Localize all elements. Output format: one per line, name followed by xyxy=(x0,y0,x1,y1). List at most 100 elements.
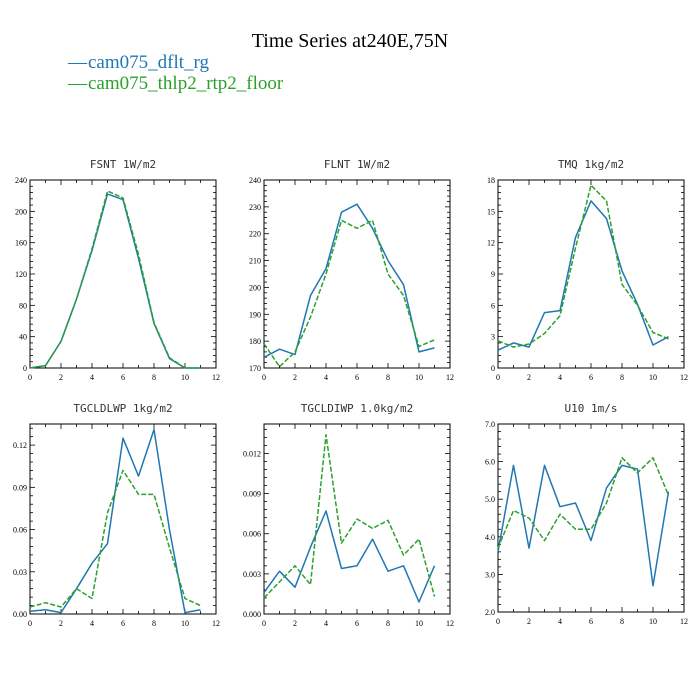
y-tick-label: 230 xyxy=(249,203,261,212)
legend-label-2: cam075_thlp2_rtp2_floor xyxy=(88,73,284,94)
x-tick-label: 0 xyxy=(262,619,266,628)
y-tick-label: 0.03 xyxy=(13,568,27,577)
x-tick-label: 4 xyxy=(558,617,562,626)
y-tick-label: 9 xyxy=(491,270,495,279)
y-tick-label: 15 xyxy=(487,207,495,216)
y-tick-label: 3 xyxy=(491,333,495,342)
series-line-2 xyxy=(29,469,201,608)
x-tick-label: 4 xyxy=(324,619,328,628)
panel-title: TGCLDLWP 1kg/m2 xyxy=(73,402,172,415)
x-tick-label: 12 xyxy=(446,373,454,382)
panel-title: FSNT 1W/m2 xyxy=(90,158,156,171)
figure-title: Time Series at240E,75N xyxy=(251,30,449,52)
series-line-1 xyxy=(263,510,436,603)
x-tick-label: 0 xyxy=(28,619,32,628)
panel-title: U10 1m/s xyxy=(565,402,618,415)
y-tick-label: 240 xyxy=(15,176,27,185)
series-line-1 xyxy=(29,428,201,614)
plot-frame xyxy=(497,179,685,369)
x-tick-label: 12 xyxy=(212,373,220,382)
series-line-2 xyxy=(497,457,670,549)
x-tick-label: 6 xyxy=(589,373,593,382)
x-tick-label: 10 xyxy=(415,373,423,382)
x-tick-label: 8 xyxy=(620,617,624,626)
x-tick-label: 2 xyxy=(59,619,63,628)
y-tick-label: 5.0 xyxy=(485,495,495,504)
x-tick-label: 12 xyxy=(680,617,688,626)
y-tick-label: 6.0 xyxy=(485,458,495,467)
panel-title: FLNT 1W/m2 xyxy=(324,158,390,171)
x-tick-label: 10 xyxy=(181,373,189,382)
y-tick-label: 0.12 xyxy=(13,441,27,450)
y-tick-label: 40 xyxy=(19,333,27,342)
y-tick-label: 7.0 xyxy=(485,420,495,429)
series-line-1 xyxy=(29,193,201,369)
x-tick-label: 8 xyxy=(152,373,156,382)
x-tick-label: 8 xyxy=(386,373,390,382)
y-tick-label: 18 xyxy=(487,176,495,185)
x-tick-label: 6 xyxy=(355,619,359,628)
x-tick-label: 8 xyxy=(620,373,624,382)
y-tick-label: 240 xyxy=(249,176,261,185)
y-tick-label: 0.00 xyxy=(13,610,27,619)
series-line-2 xyxy=(263,433,436,599)
legend: —cam075_dflt_rg —cam075_thlp2_rtp2_floor xyxy=(68,52,283,94)
x-tick-label: 4 xyxy=(90,373,94,382)
x-tick-label: 12 xyxy=(680,373,688,382)
plot-frame xyxy=(29,423,217,615)
x-tick-label: 6 xyxy=(355,373,359,382)
x-tick-label: 2 xyxy=(527,373,531,382)
y-tick-label: 220 xyxy=(249,230,261,239)
y-tick-label: 170 xyxy=(249,364,261,373)
y-tick-label: 0 xyxy=(491,364,495,373)
series-line-1 xyxy=(263,203,435,358)
series-line-2 xyxy=(29,190,201,369)
x-tick-label: 0 xyxy=(262,373,266,382)
y-tick-label: 190 xyxy=(249,310,261,319)
series-line-1 xyxy=(497,200,669,351)
x-tick-label: 10 xyxy=(649,617,657,626)
x-tick-label: 10 xyxy=(415,619,423,628)
y-tick-label: 120 xyxy=(15,270,27,279)
x-tick-label: 0 xyxy=(496,373,500,382)
x-tick-label: 8 xyxy=(386,619,390,628)
x-tick-label: 4 xyxy=(324,373,328,382)
x-tick-label: 6 xyxy=(121,373,125,382)
x-tick-label: 0 xyxy=(496,617,500,626)
y-tick-label: 4.0 xyxy=(485,533,495,542)
x-tick-label: 4 xyxy=(558,373,562,382)
x-tick-label: 6 xyxy=(589,617,593,626)
y-tick-label: 0 xyxy=(23,364,27,373)
panel-title: TGCLDIWP 1.0kg/m2 xyxy=(301,402,414,415)
series-line-2 xyxy=(263,219,435,368)
y-tick-label: 3.0 xyxy=(485,570,495,579)
y-tick-label: 0.003 xyxy=(243,570,261,579)
y-tick-label: 80 xyxy=(19,301,27,310)
x-tick-label: 2 xyxy=(293,619,297,628)
x-tick-label: 2 xyxy=(527,617,531,626)
series-line-1 xyxy=(497,464,670,587)
y-tick-label: 6 xyxy=(491,301,495,310)
x-tick-label: 10 xyxy=(181,619,189,628)
y-tick-label: 160 xyxy=(15,239,27,248)
y-tick-label: 0.006 xyxy=(243,530,261,539)
x-tick-label: 2 xyxy=(59,373,63,382)
x-tick-label: 0 xyxy=(28,373,32,382)
y-tick-label: 0.000 xyxy=(243,610,261,619)
y-tick-label: 200 xyxy=(249,283,261,292)
y-tick-label: 0.06 xyxy=(13,526,27,535)
legend-entry-2: —cam075_thlp2_rtp2_floor xyxy=(68,73,283,94)
series-line-2 xyxy=(497,184,669,348)
y-tick-label: 200 xyxy=(15,207,27,216)
y-tick-label: 180 xyxy=(249,337,261,346)
plot-frame xyxy=(497,423,685,613)
x-tick-label: 10 xyxy=(649,373,657,382)
y-tick-label: 210 xyxy=(249,257,261,266)
y-tick-label: 0.009 xyxy=(243,490,261,499)
y-tick-label: 0.012 xyxy=(243,449,261,458)
x-tick-label: 6 xyxy=(121,619,125,628)
y-tick-label: 0.09 xyxy=(13,483,27,492)
legend-entry-1: —cam075_dflt_rg xyxy=(68,52,283,73)
